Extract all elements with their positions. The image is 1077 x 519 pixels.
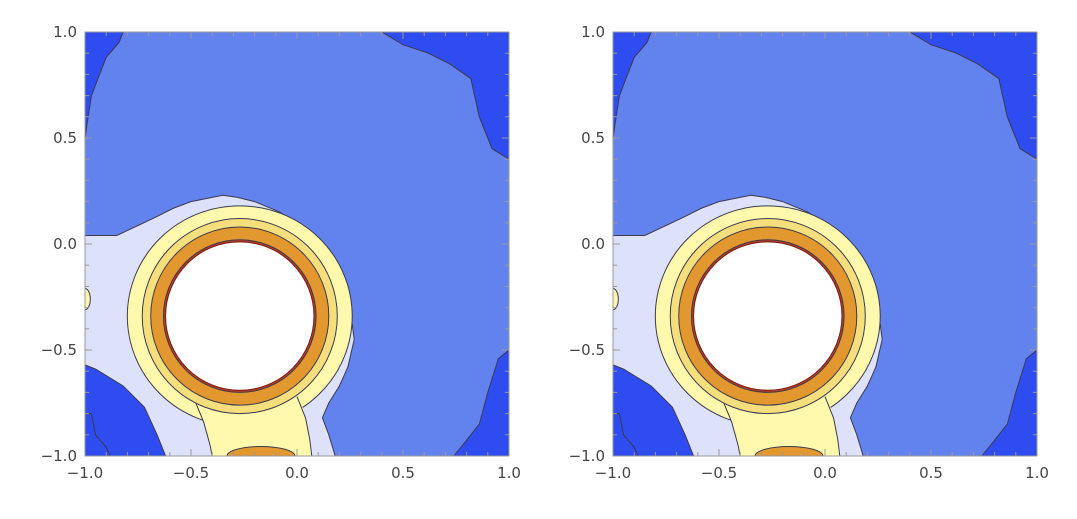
y-tick-label: −1.0 — [41, 447, 77, 465]
contour-panel-2: −1.0 −0.5 0.0 0.5 1.0 −1.0 −0.5 0.0 0.5 1.0 — [569, 23, 1049, 482]
y-tick-label: −0.5 — [41, 341, 77, 359]
central-hole — [165, 241, 315, 391]
x-tick-label: 1.0 — [497, 464, 521, 482]
y-tick-label: 1.0 — [581, 23, 605, 41]
y-tick-label: 0.0 — [53, 235, 77, 253]
level-dark-blue-patch — [85, 413, 111, 456]
y-tick-label: 0.5 — [581, 129, 605, 147]
central-hole — [693, 241, 843, 391]
level-dark-blue-patch — [613, 413, 639, 456]
y-tick-label: 1.0 — [53, 23, 77, 41]
y-tick-label: 0.5 — [53, 129, 77, 147]
x-tick-label: −0.5 — [701, 464, 737, 482]
y-tick-label: −0.5 — [569, 341, 605, 359]
axis-ticks — [84, 31, 510, 457]
contour-panel-1: −1.0 −0.5 0.0 0.5 1.0 −1.0 −0.5 0.0 0.5 1.0 — [41, 23, 521, 482]
axis-ticks — [612, 31, 1038, 457]
x-tick-label: −0.5 — [173, 464, 209, 482]
y-tick-label: −1.0 — [569, 447, 605, 465]
y-tick-label: 0.0 — [581, 235, 605, 253]
x-tick-label: −1.0 — [595, 464, 631, 482]
x-tick-label: 1.0 — [1025, 464, 1049, 482]
x-tick-label: −1.0 — [67, 464, 103, 482]
x-tick-label: 0.0 — [813, 464, 837, 482]
x-tick-label: 0.5 — [919, 464, 943, 482]
level-pale-yellow-patch — [85, 288, 91, 311]
x-tick-label: 0.0 — [285, 464, 309, 482]
x-tick-label: 0.5 — [391, 464, 415, 482]
